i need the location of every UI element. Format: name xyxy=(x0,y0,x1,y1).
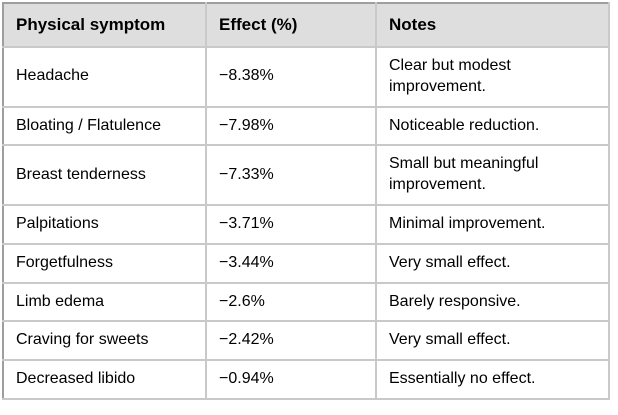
effect-cell: −2.42% xyxy=(205,320,377,362)
notes-cell: Essentially no effect. xyxy=(375,359,610,401)
table-row: Headache −8.38% Clear but modest improve… xyxy=(2,46,610,108)
column-header-symptom: Physical symptom xyxy=(2,1,207,49)
effect-cell: −7.98% xyxy=(205,105,377,147)
notes-cell: Minimal improvement. xyxy=(375,204,610,245)
symptom-cell: Craving for sweets xyxy=(2,320,207,362)
column-header-notes: Notes xyxy=(375,1,610,49)
table-row: Breast tenderness −7.33% Small but meani… xyxy=(2,144,610,207)
notes-cell: Very small effect. xyxy=(375,320,610,362)
effect-cell: −7.33% xyxy=(205,144,377,207)
effect-cell: −3.71% xyxy=(205,204,377,245)
effect-cell: −3.44% xyxy=(205,242,377,284)
symptom-cell: Limb edema xyxy=(2,281,207,323)
symptom-cell: Decreased libido xyxy=(2,359,207,401)
table-row: Forgetfulness −3.44% Very small effect. xyxy=(2,242,610,284)
table-header: Physical symptom Effect (%) Notes xyxy=(2,1,610,49)
notes-cell: Clear but modest improvement. xyxy=(375,46,610,108)
notes-cell: Very small effect. xyxy=(375,242,610,284)
table-row: Decreased libido −0.94% Essentially no e… xyxy=(2,359,610,401)
symptom-cell: Breast tenderness xyxy=(2,144,207,207)
notes-cell: Barely responsive. xyxy=(375,281,610,323)
symptom-cell: Palpitations xyxy=(2,204,207,245)
table-row: Limb edema −2.6% Barely responsive. xyxy=(2,281,610,323)
symptom-cell: Bloating / Flatulence xyxy=(2,105,207,147)
notes-cell: Noticeable reduction. xyxy=(375,105,610,147)
table-row: Bloating / Flatulence −7.98% Noticeable … xyxy=(2,105,610,147)
column-header-effect: Effect (%) xyxy=(205,1,377,49)
effect-cell: −2.6% xyxy=(205,281,377,323)
table-row: Craving for sweets −2.42% Very small eff… xyxy=(2,320,610,362)
header-row: Physical symptom Effect (%) Notes xyxy=(2,1,610,49)
table-row: Palpitations −3.71% Minimal improvement. xyxy=(2,204,610,245)
symptom-cell: Headache xyxy=(2,46,207,108)
effect-cell: −0.94% xyxy=(205,359,377,401)
table-body: Headache −8.38% Clear but modest improve… xyxy=(2,46,610,401)
notes-cell: Small but meaningful improvement. xyxy=(375,144,610,207)
effect-cell: −8.38% xyxy=(205,46,377,108)
symptom-cell: Forgetfulness xyxy=(2,242,207,284)
symptoms-table: Physical symptom Effect (%) Notes Headac… xyxy=(2,1,610,401)
